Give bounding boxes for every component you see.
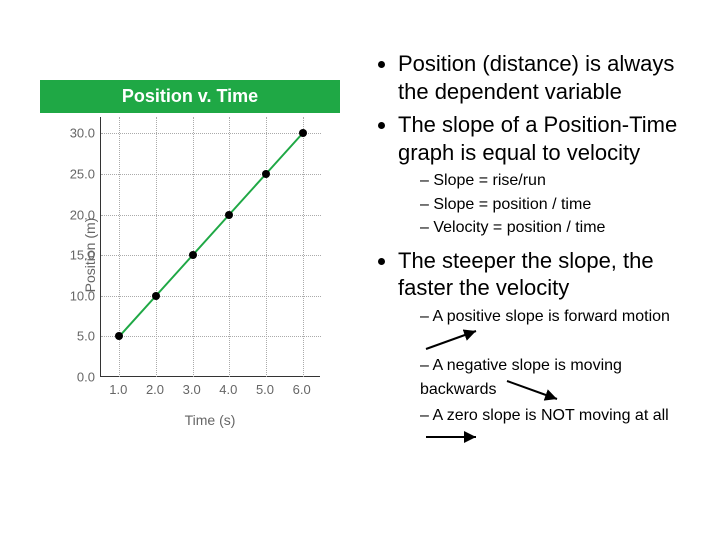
chart-column: Position v. Time Position (m) Time (s) 0… — [20, 40, 360, 520]
bullet-1: Position (distance) is always the depend… — [398, 50, 700, 105]
gridline-v — [193, 117, 194, 377]
bullet-3-sub: A positive slope is forward motion A neg… — [398, 306, 700, 448]
x-tick: 3.0 — [177, 382, 207, 397]
y-tick: 10.0 — [40, 288, 95, 303]
y-tick: 25.0 — [40, 166, 95, 181]
arrow-right-icon — [424, 430, 484, 444]
x-axis-label: Time (s) — [100, 412, 320, 428]
data-point — [115, 332, 123, 340]
gridline-h — [101, 336, 321, 337]
gridline-h — [101, 215, 321, 216]
position-time-chart: Position (m) Time (s) 0.05.010.015.020.0… — [40, 117, 340, 447]
data-point — [299, 129, 307, 137]
x-tick: 2.0 — [140, 382, 170, 397]
text-column: Position (distance) is always the depend… — [360, 40, 700, 520]
y-tick: 20.0 — [40, 207, 95, 222]
bullet-2-sub-2: Slope = position / time — [420, 194, 700, 216]
bullet-3-sub-1: A positive slope is forward motion — [420, 306, 700, 354]
y-tick: 5.0 — [40, 329, 95, 344]
bullet-2-sub-1: Slope = rise/run — [420, 170, 700, 192]
bullet-3: The steeper the slope, the faster the ve… — [398, 247, 700, 448]
gridline-h — [101, 296, 321, 297]
y-tick: 15.0 — [40, 248, 95, 263]
gridline-v — [266, 117, 267, 377]
chart-wrap: Position v. Time Position (m) Time (s) 0… — [40, 80, 340, 447]
x-tick: 4.0 — [213, 382, 243, 397]
bullet-3-sub-3: A zero slope is NOT moving at all — [420, 405, 700, 448]
gridline-h — [101, 174, 321, 175]
bullet-2-sub: Slope = rise/run Slope = position / time… — [398, 170, 700, 239]
bullet-list: Position (distance) is always the depend… — [370, 50, 700, 448]
slide: Position v. Time Position (m) Time (s) 0… — [0, 0, 720, 540]
bullet-2-text: The slope of a Position-Time graph is eq… — [398, 112, 677, 165]
data-point — [189, 251, 197, 259]
chart-title: Position v. Time — [40, 80, 340, 113]
x-tick: 6.0 — [287, 382, 317, 397]
data-point — [262, 170, 270, 178]
gridline-h — [101, 255, 321, 256]
arrow-up-right-icon — [424, 327, 484, 353]
gridline-h — [101, 133, 321, 134]
gridline-v — [303, 117, 304, 377]
data-point — [225, 211, 233, 219]
plot-area — [100, 117, 320, 377]
trend-line — [101, 117, 321, 377]
gridline-v — [229, 117, 230, 377]
gridline-v — [156, 117, 157, 377]
x-tick: 1.0 — [103, 382, 133, 397]
bullet-3-sub-3-text: A zero slope is NOT moving at all — [432, 407, 668, 424]
y-tick: 30.0 — [40, 126, 95, 141]
y-tick: 0.0 — [40, 370, 95, 385]
x-tick: 5.0 — [250, 382, 280, 397]
arrow-down-right-icon — [505, 377, 565, 403]
bullet-3-sub-2: A negative slope is moving backwards — [420, 355, 700, 403]
bullet-2-sub-3: Velocity = position / time — [420, 217, 700, 239]
bullet-2: The slope of a Position-Time graph is eq… — [398, 111, 700, 239]
bullet-3-sub-1-text: A positive slope is forward motion — [432, 308, 669, 325]
bullet-3-text: The steeper the slope, the faster the ve… — [398, 248, 654, 301]
data-point — [152, 292, 160, 300]
